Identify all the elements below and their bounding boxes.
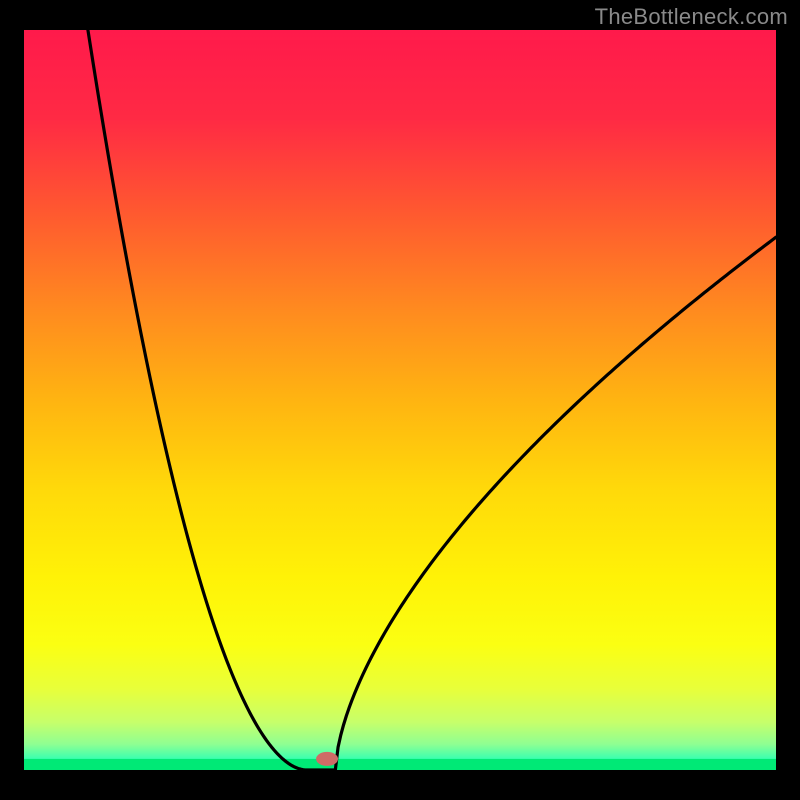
watermark-text: TheBottleneck.com: [595, 4, 788, 30]
min-marker: [316, 752, 338, 766]
chart-stage: TheBottleneck.com: [0, 0, 800, 800]
chart-svg: [0, 0, 800, 800]
